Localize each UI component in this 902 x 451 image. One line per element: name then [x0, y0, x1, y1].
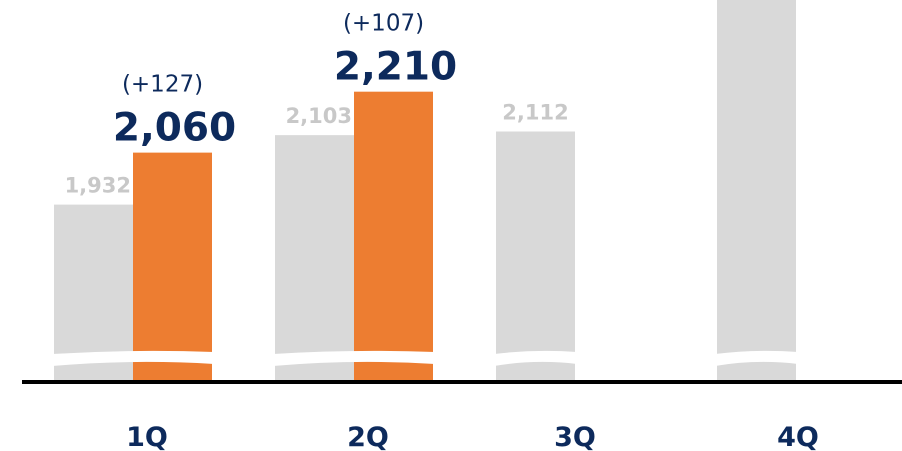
change-label-1Q: (+127) — [122, 72, 203, 98]
axis-break-2Q — [273, 350, 435, 366]
data-label-current-1Q: 2,060 — [113, 106, 236, 151]
data-label-current-2Q: 2,210 — [334, 45, 457, 90]
x-tick-label-1Q: 1Q — [126, 422, 168, 451]
x-tick-label-3Q: 3Q — [554, 422, 596, 451]
axis-break-marks — [52, 350, 798, 366]
data-label-prior-1Q: 1,932 — [65, 174, 131, 198]
data-label-prior-2Q: 2,103 — [286, 104, 352, 128]
bar-prior-3Q — [496, 131, 575, 380]
labels-layer: 1Q 1,932 2,060 (+127) 2Q 2,103 2,210 (+107) 3Q 2,… — [65, 11, 819, 451]
axis-break-4Q — [715, 350, 798, 366]
change-label-2Q: (+107) — [343, 11, 424, 37]
bar-current-1Q — [133, 152, 212, 380]
x-tick-label-2Q: 2Q — [347, 422, 389, 451]
bar-prior-4Q — [717, 0, 796, 380]
bar-prior-2Q — [275, 135, 354, 380]
data-label-prior-3Q: 2,112 — [502, 100, 568, 124]
x-tick-label-4Q: 4Q — [777, 422, 819, 451]
bar-current-2Q — [354, 91, 433, 380]
axis-break-3Q — [494, 350, 577, 366]
axis-break-1Q — [52, 350, 214, 366]
bars-layer — [54, 0, 796, 380]
bar-prior-1Q — [54, 204, 133, 380]
